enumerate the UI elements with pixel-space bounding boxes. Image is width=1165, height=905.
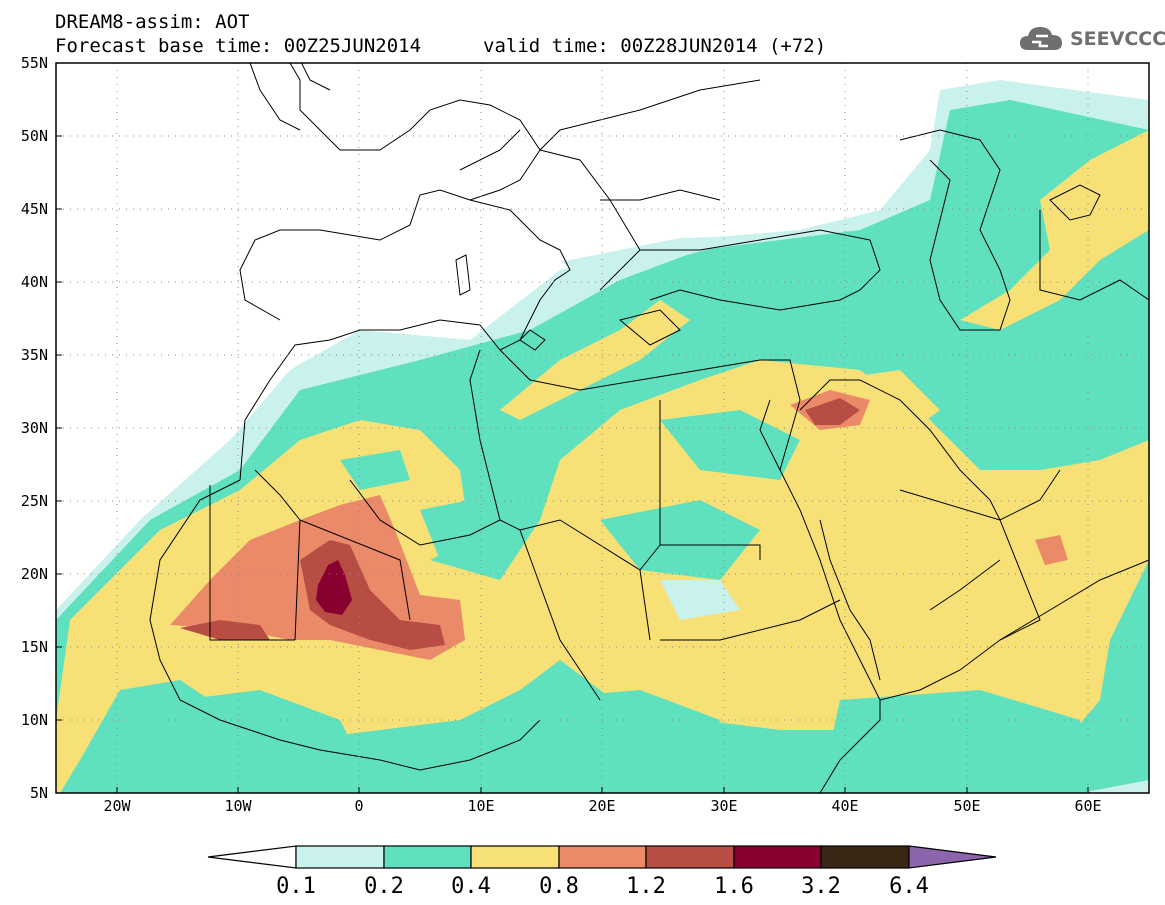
colorbar-labels: 0.1 0.2 0.4 0.8 1.2 1.6 3.2 6.4 — [276, 874, 929, 899]
grid — [56, 63, 1149, 793]
lon-label: 10E — [467, 797, 494, 815]
colorbar-segment — [558, 845, 647, 869]
colorbar-label: 0.8 — [539, 874, 579, 899]
latitude-labels: 55N 50N 45N 40N 35N 30N 25N 20N 15N 10N … — [21, 54, 48, 802]
colorbar-label: 0.4 — [451, 874, 491, 899]
lat-label: 30N — [21, 419, 48, 437]
lon-label: 40E — [831, 797, 858, 815]
colorbar-arrow-left — [207, 845, 297, 869]
colorbar-label: 0.1 — [276, 874, 316, 899]
lon-label: 0 — [354, 797, 363, 815]
lat-label: 40N — [21, 273, 48, 291]
lon-label: 10W — [224, 797, 252, 815]
lat-label: 50N — [21, 127, 48, 145]
lon-label: 60E — [1074, 797, 1101, 815]
valid-time: valid time: 00Z28JUN2014 (+72) — [483, 35, 827, 57]
lat-label: 55N — [21, 54, 48, 72]
colorbar-segment — [645, 845, 735, 869]
colorbar-label: 0.2 — [364, 874, 404, 899]
lon-label: 20W — [103, 797, 131, 815]
colorbar-segment — [295, 845, 385, 869]
map-title: DREAM8-assim: AOT — [55, 11, 250, 33]
cloud-icon — [1020, 27, 1062, 50]
lat-label: 35N — [21, 346, 48, 364]
lat-label: 25N — [21, 492, 48, 510]
lat-label: 15N — [21, 638, 48, 656]
longitude-labels: 20W 10W 0 10E 20E 30E 40E 50E 60E — [103, 797, 1101, 815]
colorbar-label: 1.6 — [714, 874, 754, 899]
colorbar-arrow-right — [908, 845, 997, 869]
colorbar-segment — [820, 845, 910, 869]
colorbar-segment — [733, 845, 822, 869]
forecast-base-time: Forecast base time: 00Z25JUN2014 — [55, 35, 422, 57]
tick-marks — [56, 62, 1089, 794]
lat-label: 10N — [21, 711, 48, 729]
lon-label: 50E — [953, 797, 980, 815]
colorbar — [207, 845, 997, 869]
colorbar-segment — [470, 845, 560, 869]
lat-label: 45N — [21, 200, 48, 218]
lat-label: 20N — [21, 565, 48, 583]
colorbar-label: 6.4 — [889, 874, 929, 899]
lon-label: 20E — [588, 797, 615, 815]
colorbar-label: 3.2 — [801, 874, 841, 899]
seevccc-logo: SEEVCCC — [1018, 22, 1165, 56]
logo-text: SEEVCCC — [1070, 28, 1165, 50]
colorbar-label: 1.2 — [626, 874, 666, 899]
country-borders — [209, 79, 1149, 701]
colorbar-segment — [383, 845, 472, 869]
lon-label: 30E — [710, 797, 737, 815]
lat-label: 5N — [30, 784, 48, 802]
